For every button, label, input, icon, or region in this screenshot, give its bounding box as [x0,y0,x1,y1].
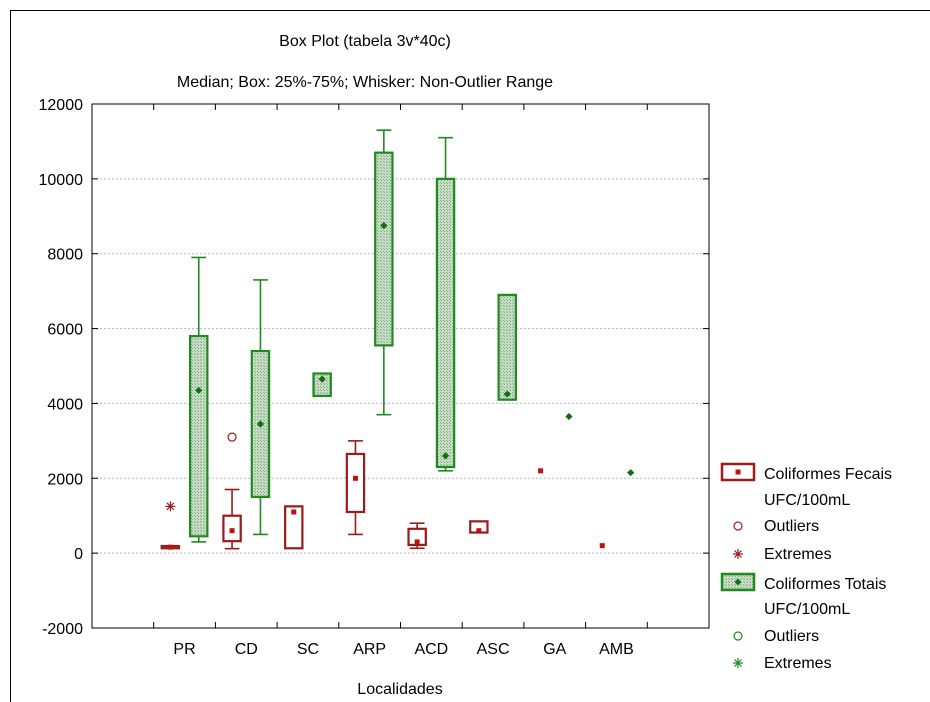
y-tick-label: 10000 [39,172,84,189]
legend-fecais-outlier-marker [733,521,743,531]
median-marker-totais-arp [380,222,388,230]
box-fecais-arp [345,452,366,514]
y-tick-label: 2000 [47,471,83,488]
median-marker-fecais-ga [538,468,544,474]
y-tick-label: -2000 [42,621,83,638]
median-marker-totais-ga [565,412,573,421]
median-marker-fecais-cd [229,528,235,534]
chart-frame [10,10,930,702]
box-fecais-sc [284,505,304,550]
y-tick-label: 12000 [39,97,84,114]
legend-fecais-extremes-label: Extremes [764,546,832,563]
legend-fecais-extreme-marker [733,549,743,559]
median-marker-fecais-sc [291,509,297,515]
median-marker-fecais-amb [599,543,605,549]
y-tick-label: 6000 [47,322,83,339]
legend-fecais-outliers-label: Outliers [764,518,819,535]
plot-area [160,129,635,550]
legend-totais-median-marker [734,578,742,586]
x-tick-label: ACD [414,641,448,658]
x-tick-label: GA [543,641,566,658]
axes: -2000 0 2000 4000 6000 8000 10000 12000 PR CD SC AR… [39,97,710,658]
legend-totais-extreme-marker [733,658,743,668]
x-tick-label: AMB [599,641,634,658]
median-marker-totais-pr [195,386,203,394]
median-marker-totais-asc [503,390,511,398]
gridlines [92,178,709,554]
box-totais-arp [374,151,394,347]
legend-totais-label-2: UFC/100mL [764,601,850,618]
legend-totais-extremes-label: Extremes [764,655,832,672]
box-totais-asc [497,293,517,401]
x-axis-label: Localidades [357,681,442,698]
legend-totais-outliers-label: Outliers [764,628,819,645]
y-tick-label: 4000 [47,396,83,413]
box-totais-pr [189,334,209,538]
legend-fecais-median-marker [735,469,741,475]
median-marker-fecais-arp [352,475,358,481]
legend-fecais-label-1: Coliformes Fecais [764,466,892,483]
extreme-point [165,501,176,512]
legend-totais-label-1: Coliformes Totais [764,576,886,593]
y-tick-label: 0 [74,546,83,563]
x-tick-label: CD [235,641,258,658]
median-marker-fecais-asc [476,528,482,534]
legend-totais-outlier-marker [733,631,743,641]
median-marker-totais-cd [256,420,265,428]
plot-border [91,103,710,629]
median-marker-fecais-pr [167,544,173,550]
x-tick-label: ARP [353,641,386,658]
median-marker-totais-acd [441,452,450,460]
median-marker-totais-amb [627,469,635,477]
median-marker-fecais-acd [414,539,420,545]
y-tick-label: 8000 [47,247,83,264]
x-tick-label: ASC [477,641,510,658]
chart-subtitle: Median; Box: 25%-75%; Whisker: Non-Outli… [177,74,553,91]
median-marker-totais-sc [318,375,326,383]
legend: Coliformes Fecais UFC/100mL Outliers Ext… [720,462,892,672]
chart-title: Box Plot (tabela 3v*40c) [279,33,451,50]
outlier-point [227,432,237,442]
extreme-stroke [166,502,175,511]
x-tick-label: SC [297,641,319,658]
box-fecais-acd [407,527,427,547]
legend-fecais-label-2: UFC/100mL [764,492,850,509]
box-totais-sc [312,372,332,398]
x-tick-label: PR [173,641,195,658]
box-totais-acd [435,177,456,469]
